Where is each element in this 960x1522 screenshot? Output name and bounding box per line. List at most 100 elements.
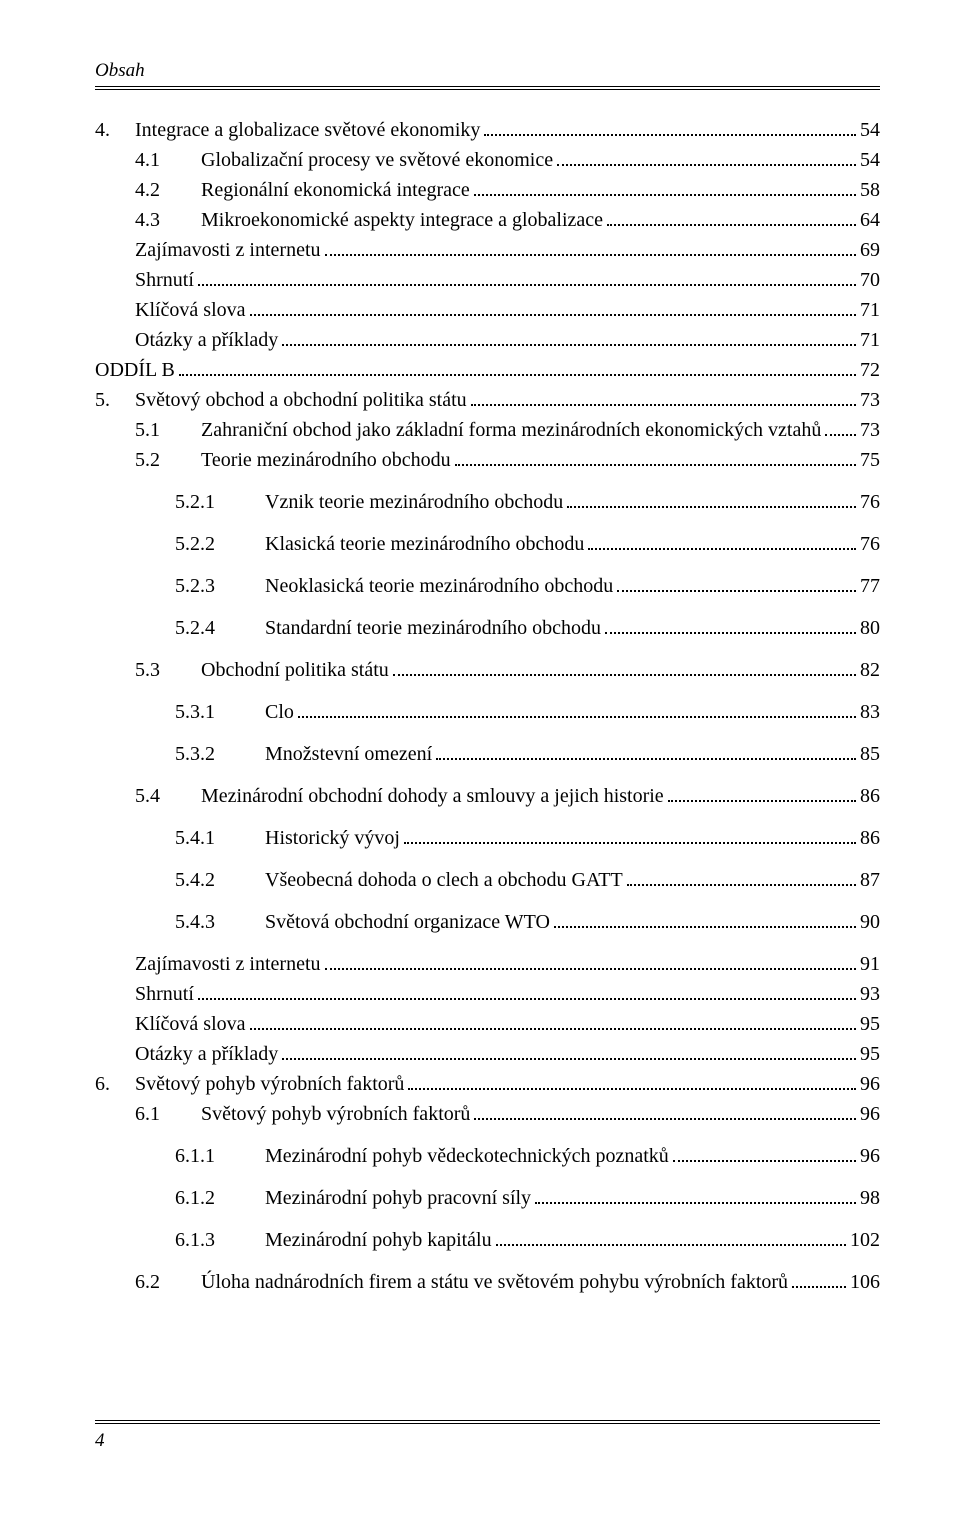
toc-entry-title: Standardní teorie mezinárodního obchodu	[265, 618, 601, 638]
toc-leader-dots	[474, 178, 856, 196]
toc-entry-number: 5.4.1	[95, 828, 265, 848]
toc-entry: 5.1Zahraniční obchod jako základní forma…	[95, 418, 880, 440]
toc-leader-dots	[198, 982, 856, 1000]
toc-entry-page: 91	[860, 954, 880, 974]
toc-entry: 5.Světový obchod a obchodní politika stá…	[95, 388, 880, 410]
toc-entry-title: Otázky a příklady	[135, 1044, 278, 1064]
toc-entry-number: 6.1.3	[95, 1230, 265, 1250]
toc-entry-title: Obchodní politika státu	[201, 660, 389, 680]
toc-entry-page: 80	[860, 618, 880, 638]
toc-entry-title: Mikroekonomické aspekty integrace a glob…	[201, 210, 603, 230]
toc-entry-number: 5.3.2	[95, 744, 265, 764]
toc-entry-title: Otázky a příklady	[135, 330, 278, 350]
toc-entry-title: Vznik teorie mezinárodního obchodu	[265, 492, 563, 512]
toc-entry-title: Množstevní omezení	[265, 744, 432, 764]
toc-entry-number: 4.2	[95, 180, 201, 200]
toc-entry-page: 64	[860, 210, 880, 230]
toc-entry-title: Klasická teorie mezinárodního obchodu	[265, 534, 584, 554]
toc-entry-number: 5.3	[95, 660, 201, 680]
toc-entry-page: 96	[860, 1074, 880, 1094]
toc-entry-page: 83	[860, 702, 880, 722]
toc-entry-title: Shrnutí	[135, 270, 194, 290]
table-of-contents: 4.Integrace a globalizace světové ekonom…	[95, 118, 880, 1292]
toc-entry-page: 73	[860, 390, 880, 410]
toc-entry: 5.2.2Klasická teorie mezinárodního obcho…	[95, 532, 880, 554]
toc-entry-number: 5.4.2	[95, 870, 265, 890]
toc-entry: 5.2Teorie mezinárodního obchodu75	[95, 448, 880, 470]
toc-entry-page: 93	[860, 984, 880, 1004]
toc-entry-title: Neoklasická teorie mezinárodního obchodu	[265, 576, 613, 596]
toc-leader-dots	[436, 742, 856, 760]
toc-entry-page: 76	[860, 492, 880, 512]
toc-entry-page: 73	[860, 420, 880, 440]
toc-leader-dots	[673, 1144, 856, 1162]
toc-entry-number: 5.3.1	[95, 702, 265, 722]
toc-entry-number: 6.2	[95, 1272, 201, 1292]
toc-entry-page: 54	[860, 120, 880, 140]
toc-entry: 4.1Globalizační procesy ve světové ekono…	[95, 148, 880, 170]
toc-entry-page: 87	[860, 870, 880, 890]
toc-entry: Klíčová slova71	[95, 298, 880, 320]
toc-entry-title: Světový obchod a obchodní politika státu	[135, 390, 467, 410]
toc-entry-number: 6.1.2	[95, 1188, 265, 1208]
toc-entry: Shrnutí70	[95, 268, 880, 290]
toc-leader-dots	[282, 1042, 856, 1060]
toc-entry: 5.4Mezinárodní obchodní dohody a smlouvy…	[95, 784, 880, 806]
toc-entry: 5.4.1Historický vývoj86	[95, 826, 880, 848]
toc-entry: 5.4.2Všeobecná dohoda o clech a obchodu …	[95, 868, 880, 890]
toc-entry: 6.1Světový pohyb výrobních faktorů96	[95, 1102, 880, 1124]
toc-entry: Zajímavosti z internetu69	[95, 238, 880, 260]
toc-entry-page: 98	[860, 1188, 880, 1208]
toc-entry-page: 72	[860, 360, 880, 380]
toc-leader-dots	[607, 208, 856, 226]
toc-entry-number: 5.1	[95, 420, 201, 440]
toc-entry-title: Světový pohyb výrobních faktorů	[201, 1104, 470, 1124]
toc-entry-title: Shrnutí	[135, 984, 194, 1004]
toc-entry-title: Regionální ekonomická integrace	[201, 180, 470, 200]
toc-leader-dots	[825, 418, 856, 436]
toc-leader-dots	[535, 1186, 856, 1204]
toc-entry-title: Mezinárodní obchodní dohody a smlouvy a …	[201, 786, 664, 806]
toc-leader-dots	[605, 616, 856, 634]
page-number: 4	[95, 1430, 880, 1452]
toc-entry-number: 5.2.4	[95, 618, 265, 638]
toc-entry-number: 5.2.2	[95, 534, 265, 554]
toc-entry: 5.2.3Neoklasická teorie mezinárodního ob…	[95, 574, 880, 596]
toc-entry-number: 5.2	[95, 450, 201, 470]
toc-leader-dots	[198, 268, 856, 286]
toc-entry-title: Zajímavosti z internetu	[135, 954, 321, 974]
toc-entry-title: Zahraniční obchod jako základní forma me…	[201, 420, 821, 440]
toc-entry: Klíčová slova95	[95, 1012, 880, 1034]
toc-entry: 4.3Mikroekonomické aspekty integrace a g…	[95, 208, 880, 230]
toc-entry-title: Globalizační procesy ve světové ekonomic…	[201, 150, 553, 170]
toc-entry-title: Úloha nadnárodních firem a státu ve svět…	[201, 1272, 788, 1292]
toc-entry: 6.1.1Mezinárodní pohyb vědeckotechnickýc…	[95, 1144, 880, 1166]
toc-leader-dots	[617, 574, 856, 592]
toc-entry-page: 96	[860, 1146, 880, 1166]
toc-leader-dots	[567, 490, 856, 508]
toc-entry-number: 5.4.3	[95, 912, 265, 932]
footer-rule-thick	[95, 1423, 880, 1424]
toc-entry-title: Teorie mezinárodního obchodu	[201, 450, 451, 470]
toc-entry-title: Integrace a globalizace světové ekonomik…	[135, 120, 480, 140]
toc-entry: 6.1.3Mezinárodní pohyb kapitálu 102	[95, 1228, 880, 1250]
toc-entry-title: Mezinárodní pohyb pracovní síly	[265, 1188, 531, 1208]
toc-entry-number: 5.2.1	[95, 492, 265, 512]
toc-leader-dots	[474, 1102, 856, 1120]
toc-entry-number: 5.	[95, 390, 135, 410]
toc-leader-dots	[668, 784, 856, 802]
document-page: Obsah 4.Integrace a globalizace světové …	[0, 0, 960, 1522]
toc-leader-dots	[792, 1270, 846, 1288]
toc-entry-title: Mezinárodní pohyb kapitálu	[265, 1230, 492, 1250]
toc-entry: Otázky a příklady71	[95, 328, 880, 350]
toc-entry: 6.Světový pohyb výrobních faktorů96	[95, 1072, 880, 1094]
toc-entry-page: 102	[850, 1230, 880, 1250]
header-rule	[95, 89, 880, 90]
toc-entry-number: 5.4	[95, 786, 201, 806]
toc-entry-number: 4.1	[95, 150, 201, 170]
toc-leader-dots	[250, 1012, 856, 1030]
toc-entry-title: Klíčová slova	[135, 1014, 246, 1034]
toc-leader-dots	[408, 1072, 856, 1090]
toc-leader-dots	[554, 910, 856, 928]
toc-entry-page: 82	[860, 660, 880, 680]
